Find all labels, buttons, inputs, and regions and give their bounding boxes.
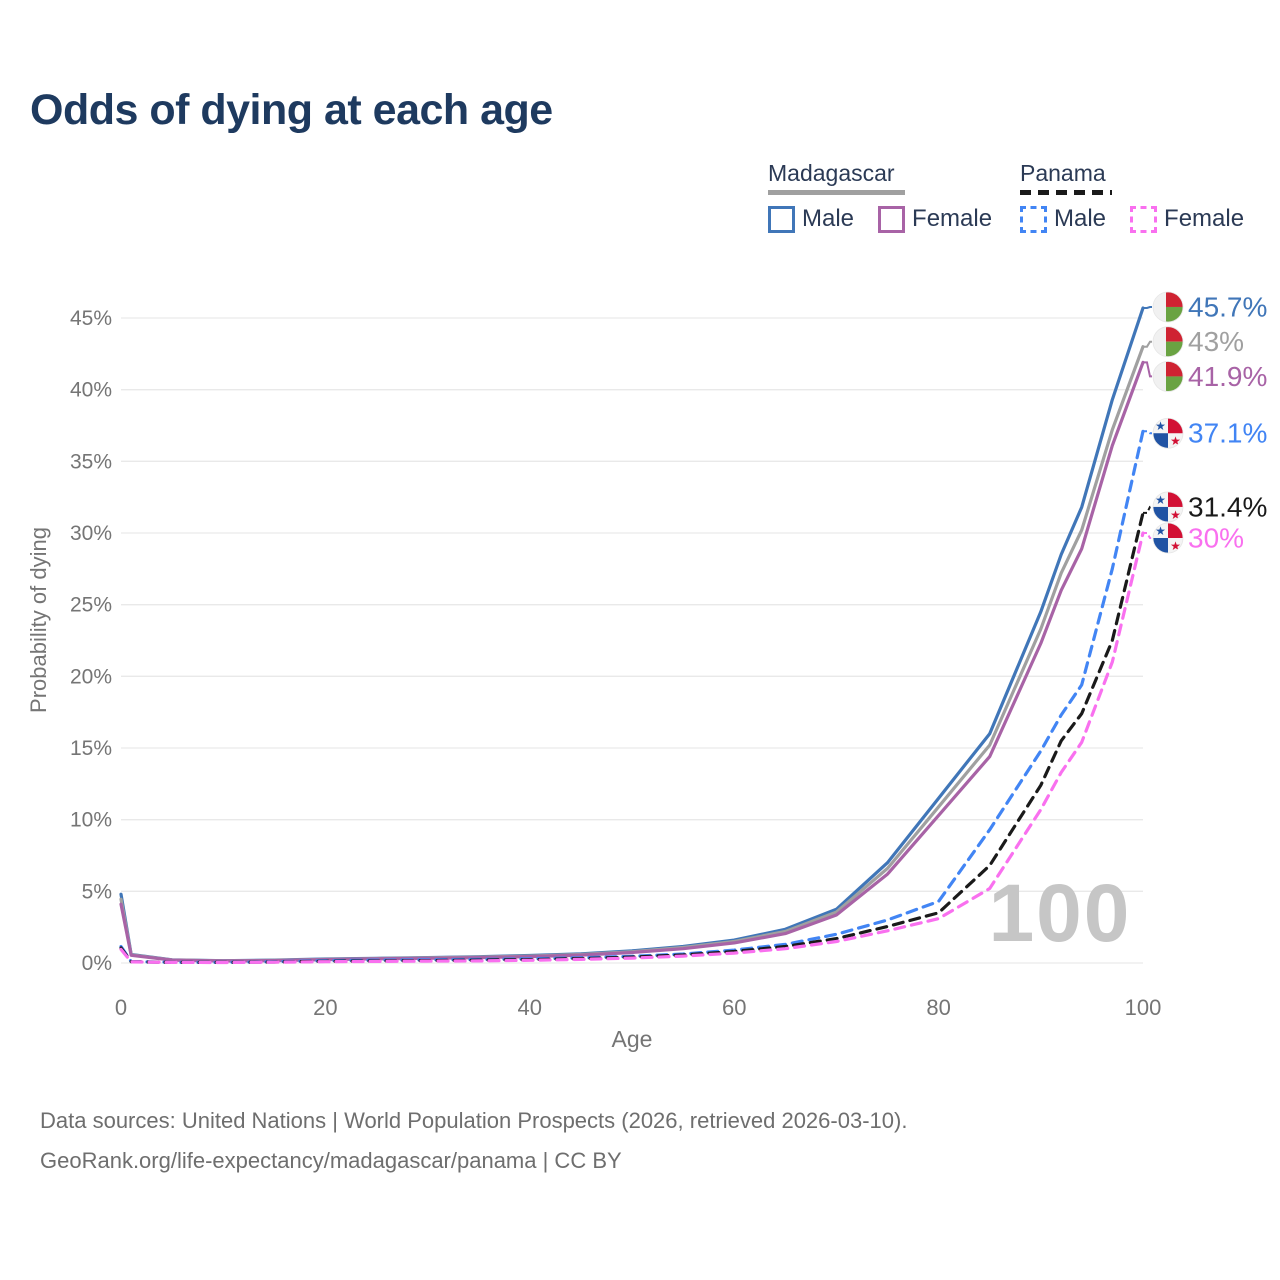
legend-group-panama: Panama Male Female [1020, 160, 1244, 233]
series-line-panama[interactable] [119, 511, 1145, 964]
leader-line [1143, 430, 1152, 435]
y-tick-label: 10% [70, 809, 112, 832]
x-axis-ticks: 0 20 40 60 80 100 [115, 995, 1161, 1020]
panama-flag-icon: ★★ [1153, 523, 1183, 554]
legend-underline-panama [1020, 190, 1112, 195]
y-tick-label: 40% [70, 379, 112, 402]
watermark-age: 100 [989, 868, 1132, 959]
end-label-value: 45.7% [1188, 291, 1267, 322]
legend-label: Female [912, 205, 993, 232]
legend-group-madagascar: Madagascar Male Female [768, 160, 992, 233]
svg-text:★: ★ [1155, 524, 1166, 538]
end-label-madagascar-female: 41.9% [1143, 361, 1267, 392]
end-label-value: 43% [1188, 326, 1244, 357]
leader-line [1143, 505, 1152, 514]
legend-title-panama: Panama [1020, 160, 1106, 186]
leader-line [1143, 361, 1152, 378]
legend-item-panama-male[interactable]: Male [1020, 205, 1106, 233]
series-lines [119, 306, 1145, 965]
x-tick-label: 100 [1125, 995, 1162, 1020]
y-tick-label: 45% [70, 307, 112, 330]
leader-line [1143, 532, 1152, 539]
end-label-madagascar: 43% [1143, 326, 1244, 357]
legend-swatch-panama-male [1020, 205, 1047, 233]
svg-text:★: ★ [1155, 493, 1166, 507]
x-tick-label: 80 [926, 995, 950, 1020]
legend-swatch-madagascar-male [768, 205, 795, 233]
y-axis-ticks: 0% 5% 10% 15% 20% 25% 30% 35% 40% 45% [70, 307, 112, 975]
svg-text:★: ★ [1170, 434, 1181, 448]
footer-data-sources: Data sources: United Nations | World Pop… [40, 1108, 908, 1133]
legend-item-madagascar-female[interactable]: Female [878, 205, 992, 233]
legend-label: Male [1054, 205, 1107, 232]
x-axis-title: Age [612, 1026, 653, 1052]
y-tick-label: 5% [82, 880, 112, 903]
leader-line [1143, 340, 1152, 348]
y-axis-title: Probability of dying [26, 527, 51, 713]
legend-item-madagascar-male[interactable]: Male [768, 205, 854, 233]
legend-underline-madagascar [768, 190, 905, 195]
end-label-value: 37.1% [1188, 418, 1267, 449]
y-tick-label: 15% [70, 737, 112, 760]
svg-text:★: ★ [1170, 508, 1181, 522]
series-line-panama-female[interactable] [119, 531, 1145, 965]
end-label-value: 41.9% [1188, 361, 1267, 392]
end-label-panama-female: ★★ 30% [1143, 523, 1244, 554]
end-label-panama-male: ★ ★ 37.1% [1143, 418, 1267, 449]
end-label-value: 31.4% [1188, 491, 1267, 522]
legend-swatch-panama-female [1130, 205, 1158, 233]
footer-attribution: GeoRank.org/life-expectancy/madagascar/p… [40, 1148, 622, 1173]
x-tick-label: 60 [722, 995, 746, 1020]
panama-flag-icon: ★★ [1153, 491, 1183, 522]
gridlines [121, 317, 1143, 964]
end-label-madagascar-male: 45.7% [1143, 291, 1267, 322]
legend-label: Female [1164, 205, 1245, 232]
y-tick-label: 35% [70, 450, 112, 473]
y-tick-label: 0% [82, 952, 112, 975]
legend-title-madagascar: Madagascar [768, 160, 895, 186]
page-title: Odds of dying at each age [30, 86, 553, 134]
end-label-value: 30% [1188, 523, 1244, 554]
end-label-panama: ★★ 31.4% [1143, 491, 1267, 522]
legend-label: Male [802, 205, 855, 232]
svg-text:★: ★ [1155, 419, 1166, 433]
x-tick-label: 40 [518, 995, 542, 1020]
leader-line [1143, 306, 1152, 309]
x-tick-label: 20 [313, 995, 337, 1020]
legend-item-panama-female[interactable]: Female [1130, 205, 1244, 233]
y-tick-label: 25% [70, 594, 112, 617]
y-tick-label: 20% [70, 665, 112, 688]
end-labels: 45.7%43%41.9%★★ 37.1%★★ 31.4%★★ 30% [1143, 291, 1267, 554]
legend-swatch-madagascar-female [878, 205, 906, 233]
y-tick-label: 30% [70, 522, 112, 545]
x-tick-label: 0 [115, 995, 127, 1020]
svg-text:★: ★ [1170, 539, 1181, 553]
